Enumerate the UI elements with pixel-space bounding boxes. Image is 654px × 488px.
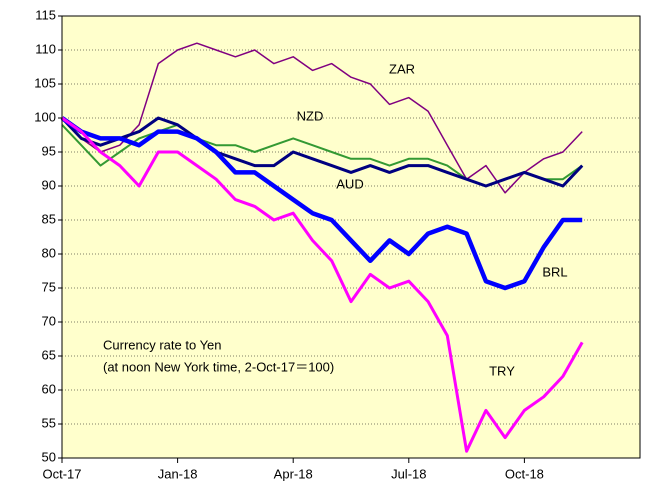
y-tick-label: 90 [42,177,56,192]
y-tick-label: 100 [34,109,56,124]
series-line [61,42,583,194]
y-tick-label: 85 [42,211,56,226]
x-tick-label: Jan-18 [158,466,198,481]
plot-frame [61,15,641,459]
series-label: NZD [297,108,324,123]
series-label: TRY [489,363,515,378]
y-tick-label: 65 [42,347,56,362]
annotation: Currency rate to Yen [103,337,222,352]
series-line [61,116,584,453]
annotation: (at noon New York time, 2-Oct-17＝100) [103,359,334,374]
y-tick-label: 115 [35,7,56,22]
series-label: AUD [336,176,363,191]
series-label: ZAR [389,61,415,76]
x-tick-label: Oct-17 [42,466,81,481]
y-tick-label: 80 [42,245,56,260]
y-tick-label: 95 [42,143,56,158]
y-tick-label: 105 [34,75,56,90]
series-line [60,116,584,188]
y-tick-label: 110 [35,41,56,56]
y-tick-label: 55 [42,415,56,430]
plot-area [62,16,640,458]
y-tick-label: 75 [42,279,56,294]
x-tick-label: Apr-18 [274,466,313,481]
x-tick-label: Oct-18 [505,466,544,481]
lines [60,42,584,453]
series-label: BRL [542,264,567,279]
y-tick-label: 60 [42,381,56,396]
y-tick-label: 70 [42,313,56,328]
series-line [60,116,583,291]
y-tick-label: 50 [42,449,56,464]
x-tick-label: Jul-18 [391,466,426,481]
